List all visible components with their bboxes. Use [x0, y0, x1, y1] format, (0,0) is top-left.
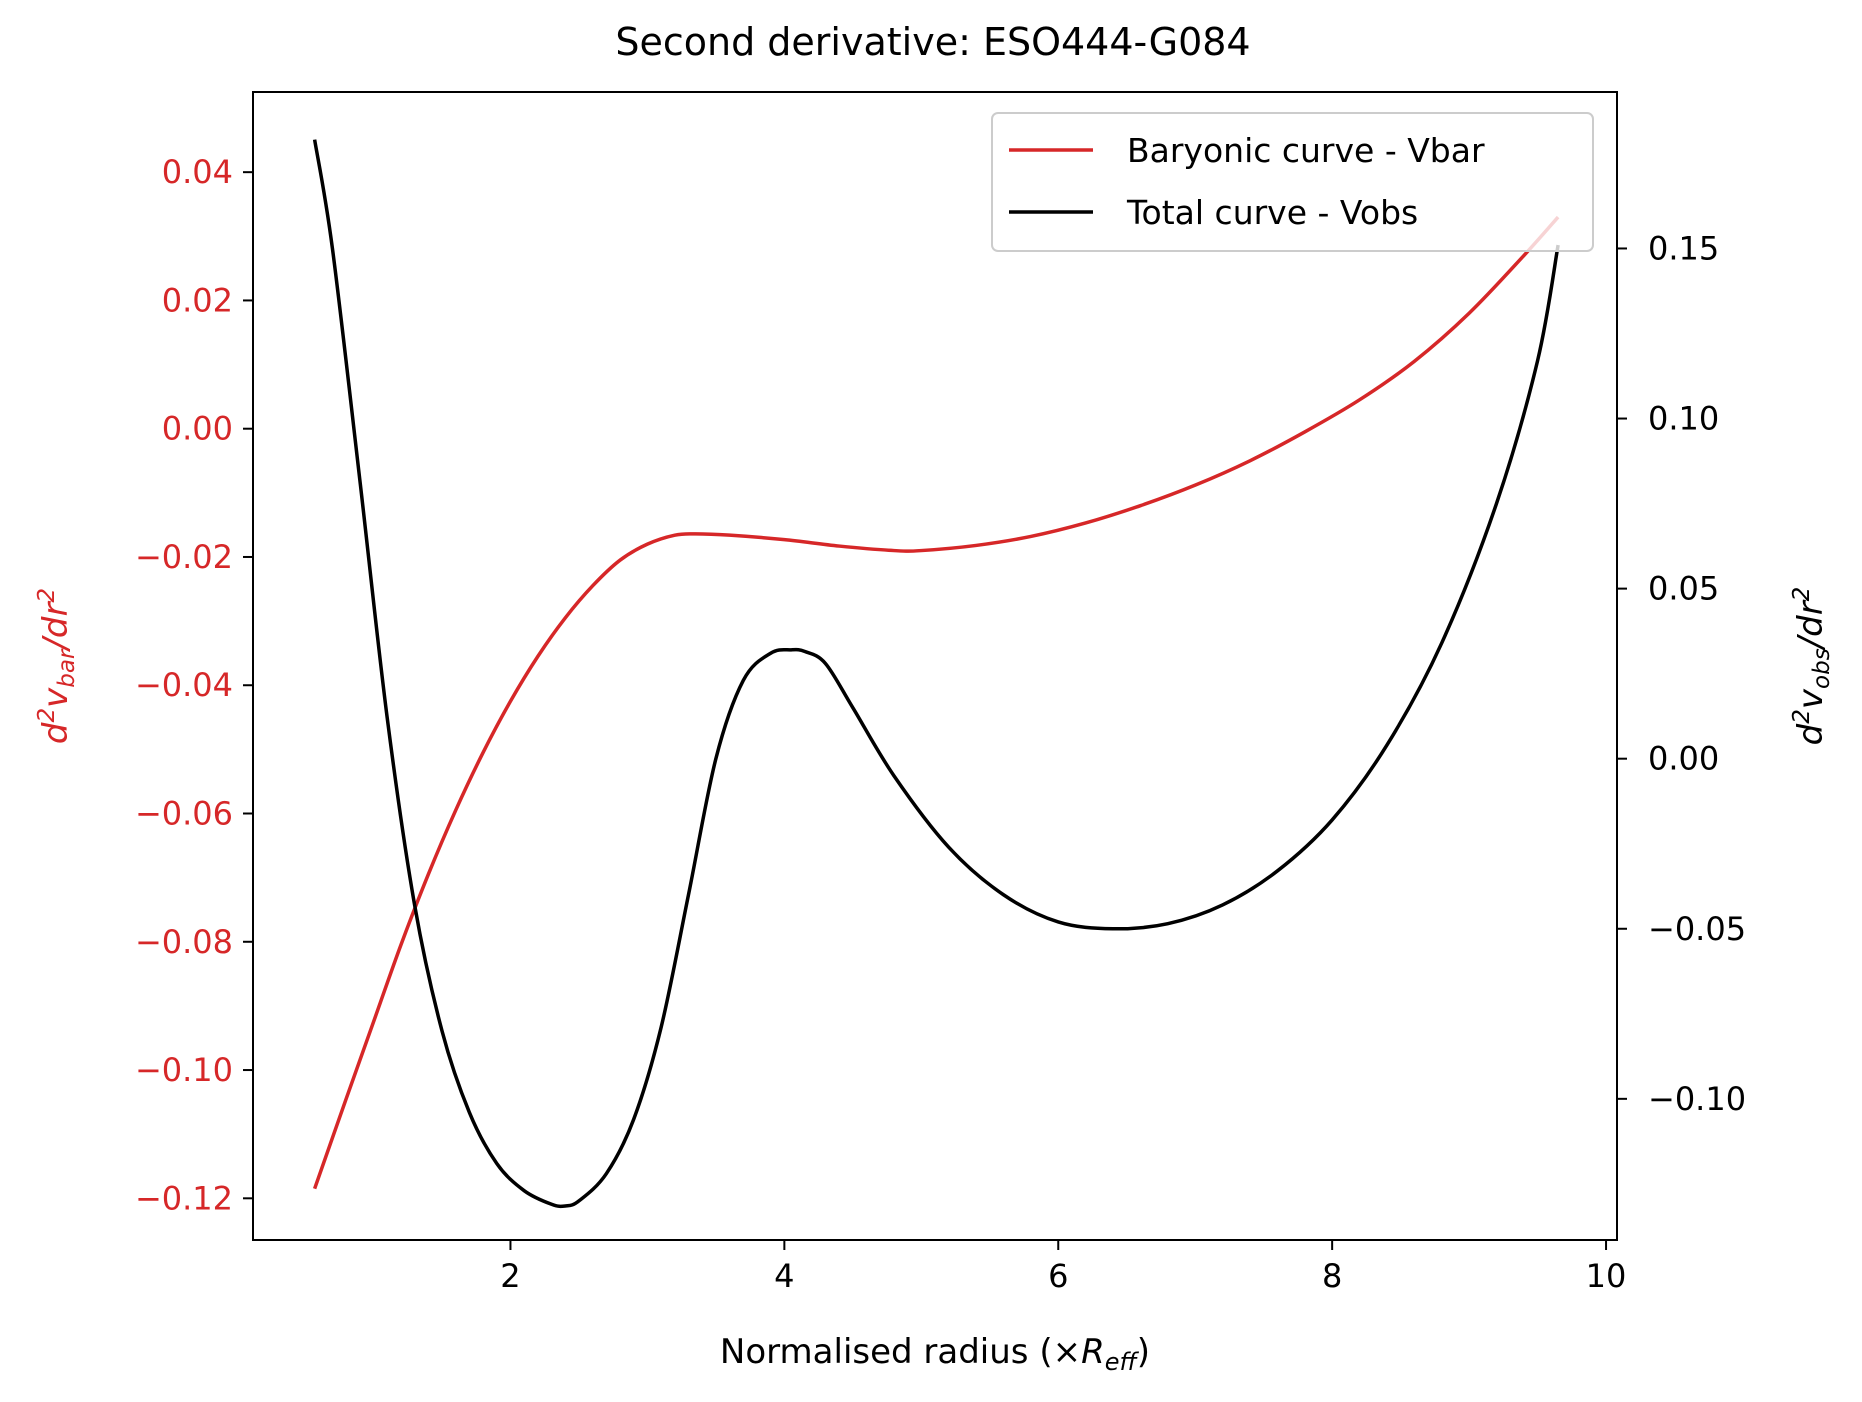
legend-box: [991, 112, 1594, 252]
x-tick-label: 8: [1322, 1257, 1342, 1295]
x-axis-ticks: 2 4 6 8 10: [500, 1240, 1626, 1295]
chart-title: Second derivative: ESO444-G084: [615, 20, 1250, 64]
y-axis-left-ticks: 0.04 0.02 0.00 −0.02 −0.04 −0.06 −0.08 −0.10 −0.…: [135, 153, 253, 1217]
y-left-tick-label: −0.12: [135, 1179, 233, 1217]
y-left-tick-label: −0.08: [135, 923, 233, 961]
y-right-tick-label: 0.00: [1648, 740, 1719, 778]
x-tick-label: 10: [1586, 1257, 1627, 1295]
y-left-tick-label: −0.02: [135, 538, 233, 576]
plot-area-frame: [252, 91, 1618, 1241]
legend-label-baryonic: Baryonic curve - Vbar: [1127, 131, 1485, 170]
x-axis-label-close: ): [1137, 1332, 1150, 1372]
y-left-tick-label: 0.00: [162, 410, 233, 448]
series-layer: [312, 139, 1560, 1209]
y-right-tick-label: 0.10: [1648, 400, 1719, 438]
y-left-tick-label: −0.06: [135, 795, 233, 833]
x-axis-label-sub: eff: [1105, 1348, 1140, 1376]
y-axis-left-label: d2vbar/dr2: [34, 588, 80, 744]
y-left-tick-label: 0.02: [162, 281, 233, 319]
y-right-tick-label: 0.15: [1648, 229, 1719, 267]
y-left-tick-label: −0.04: [135, 666, 233, 704]
y-left-tick-label: 0.04: [162, 153, 233, 191]
x-tick-label: 2: [500, 1257, 520, 1295]
y-right-tick-label: 0.05: [1648, 570, 1719, 608]
y-left-tick-label: −0.10: [135, 1051, 233, 1089]
x-tick-label: 6: [1048, 1257, 1068, 1295]
x-axis-label: Normalised radius (×Reff): [720, 1332, 1150, 1376]
y-axis-right-ticks: 0.15 0.10 0.05 0.00 −0.05 −0.10: [1617, 229, 1746, 1118]
y-right-tick-label: −0.10: [1648, 1080, 1746, 1118]
x-tick-label: 4: [774, 1257, 794, 1295]
y-axis-right-label: d2vobs/dr2: [1789, 587, 1835, 746]
legend-label-total: Total curve - Vobs: [1126, 193, 1418, 232]
series-line-total: [312, 139, 1560, 1209]
x-axis-label-var: R: [1081, 1332, 1105, 1372]
legend: Baryonic curve - Vbar Total curve - Vobs: [991, 112, 1594, 252]
x-axis-label-main: Normalised radius (×: [720, 1332, 1081, 1372]
series-line-baryonic: [312, 215, 1560, 1190]
y-right-tick-label: −0.05: [1648, 910, 1746, 948]
